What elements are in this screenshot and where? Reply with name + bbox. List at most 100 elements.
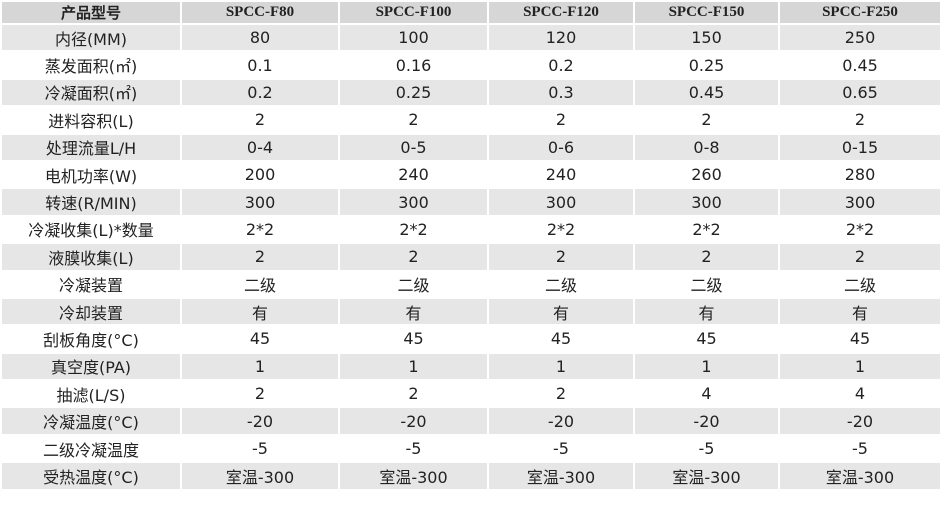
cell: -5: [338, 433, 489, 464]
cell: 2: [338, 379, 489, 409]
table-row: 蒸发面积(㎡) 0.1 0.16 0.2 0.25 0.45: [0, 50, 940, 80]
cell: 室温-300: [338, 461, 489, 491]
table-row: 液膜收集(L) 2 2 2 2 2: [0, 242, 940, 272]
cell: 1: [633, 351, 780, 382]
table-row: 受热温度(°C) 室温-300 室温-300 室温-300 室温-300 室温-300: [0, 461, 940, 491]
cell: 4: [778, 379, 940, 409]
cell: 150: [633, 22, 780, 53]
cell: 室温-300: [180, 461, 340, 491]
table-row: 处理流量L/H 0-4 0-5 0-6 0-8 0-15: [0, 132, 940, 162]
header-cell: SPCC-F100: [338, 0, 489, 25]
cell: 2: [180, 242, 340, 272]
cell: 1: [778, 351, 940, 382]
cell: 2: [180, 105, 340, 135]
cell: 0.2: [487, 50, 635, 80]
cell: -20: [487, 406, 635, 436]
cell: 二级: [338, 269, 489, 299]
cell: 300: [487, 187, 635, 217]
cell: 2: [778, 242, 940, 272]
table-row: 冷凝面积(㎡) 0.2 0.25 0.3 0.45 0.65: [0, 77, 940, 108]
table-row: 电机功率(W) 200 240 240 260 280: [0, 159, 940, 190]
cell: 1: [487, 351, 635, 382]
cell: 室温-300: [633, 461, 780, 491]
row-label: 蒸发面积(㎡): [0, 50, 182, 80]
table-row: 转速(R/MIN) 300 300 300 300 300: [0, 187, 940, 217]
cell: 0-5: [338, 132, 489, 162]
cell: 二级: [633, 269, 780, 299]
row-label: 冷凝温度(°C): [0, 406, 182, 436]
cell: -20: [338, 406, 489, 436]
row-label: 受热温度(°C): [0, 461, 182, 491]
cell: -20: [180, 406, 340, 436]
cell: 0.1: [180, 50, 340, 80]
cell: 0.25: [338, 77, 489, 108]
row-label: 转速(R/MIN): [0, 187, 182, 217]
cell: 0.2: [180, 77, 340, 108]
cell: 0.45: [778, 50, 940, 80]
cell: -5: [633, 433, 780, 464]
header-cell: SPCC-F150: [633, 0, 780, 25]
cell: 300: [338, 187, 489, 217]
row-label: 进料容积(L): [0, 105, 182, 135]
cell: 0.65: [778, 77, 940, 108]
cell: 二级: [487, 269, 635, 299]
cell: 1: [338, 351, 489, 382]
cell: 2: [633, 242, 780, 272]
cell: 260: [633, 159, 780, 190]
table-row: 内径(MM) 80 100 120 150 250: [0, 22, 940, 53]
row-label: 冷凝面积(㎡): [0, 77, 182, 108]
table-row: 冷凝温度(°C) -20 -20 -20 -20 -20: [0, 406, 940, 436]
spec-table: 产品型号 SPCC-F80 SPCC-F100 SPCC-F120 SPCC-F150 S…: [0, 0, 940, 491]
header-row: 产品型号 SPCC-F80 SPCC-F100 SPCC-F120 SPCC-F150 S…: [0, 0, 940, 25]
row-label: 冷却装置: [0, 296, 182, 327]
table-row: 真空度(PA) 1 1 1 1 1: [0, 351, 940, 382]
header-cell: SPCC-F80: [180, 0, 340, 25]
cell: 二级: [778, 269, 940, 299]
cell: 0-4: [180, 132, 340, 162]
row-label: 冷凝收集(L)*数量: [0, 214, 182, 245]
cell: 室温-300: [487, 461, 635, 491]
cell: 2: [633, 105, 780, 135]
row-label: 冷凝装置: [0, 269, 182, 299]
cell: -20: [633, 406, 780, 436]
cell: 45: [338, 324, 489, 354]
table-body: 内径(MM) 80 100 120 150 250 蒸发面积(㎡) 0.1 0.16 0.2 0.2…: [0, 22, 940, 491]
cell: 有: [778, 296, 940, 327]
cell: -5: [778, 433, 940, 464]
cell: 室温-300: [778, 461, 940, 491]
cell: 0.16: [338, 50, 489, 80]
row-label: 刮板角度(°C): [0, 324, 182, 354]
row-label: 液膜收集(L): [0, 242, 182, 272]
row-label: 抽滤(L/S): [0, 379, 182, 409]
cell: 45: [487, 324, 635, 354]
cell: 有: [338, 296, 489, 327]
cell: 120: [487, 22, 635, 53]
cell: 2: [778, 105, 940, 135]
table-row: 冷凝装置 二级 二级 二级 二级 二级: [0, 269, 940, 299]
table-row: 进料容积(L) 2 2 2 2 2: [0, 105, 940, 135]
cell: 240: [338, 159, 489, 190]
cell: 0-6: [487, 132, 635, 162]
table-row: 刮板角度(°C) 45 45 45 45 45: [0, 324, 940, 354]
cell: 0-15: [778, 132, 940, 162]
cell: 2*2: [487, 214, 635, 245]
cell: 2*2: [180, 214, 340, 245]
cell: 250: [778, 22, 940, 53]
cell: 45: [180, 324, 340, 354]
cell: 0.3: [487, 77, 635, 108]
cell: 200: [180, 159, 340, 190]
row-label: 内径(MM): [0, 22, 182, 53]
cell: 300: [778, 187, 940, 217]
header-cell: 产品型号: [0, 0, 182, 25]
table-row: 冷凝收集(L)*数量 2*2 2*2 2*2 2*2 2*2: [0, 214, 940, 245]
header-cell: SPCC-F250: [778, 0, 940, 25]
cell: 1: [180, 351, 340, 382]
table-row: 冷却装置有有有有有: [0, 296, 940, 327]
cell: 有: [487, 296, 635, 327]
cell: 0-8: [633, 132, 780, 162]
cell: 有: [180, 296, 340, 327]
table-row: 二级冷凝温度 -5 -5 -5 -5 -5: [0, 433, 940, 464]
cell: 2: [338, 242, 489, 272]
cell: 45: [778, 324, 940, 354]
